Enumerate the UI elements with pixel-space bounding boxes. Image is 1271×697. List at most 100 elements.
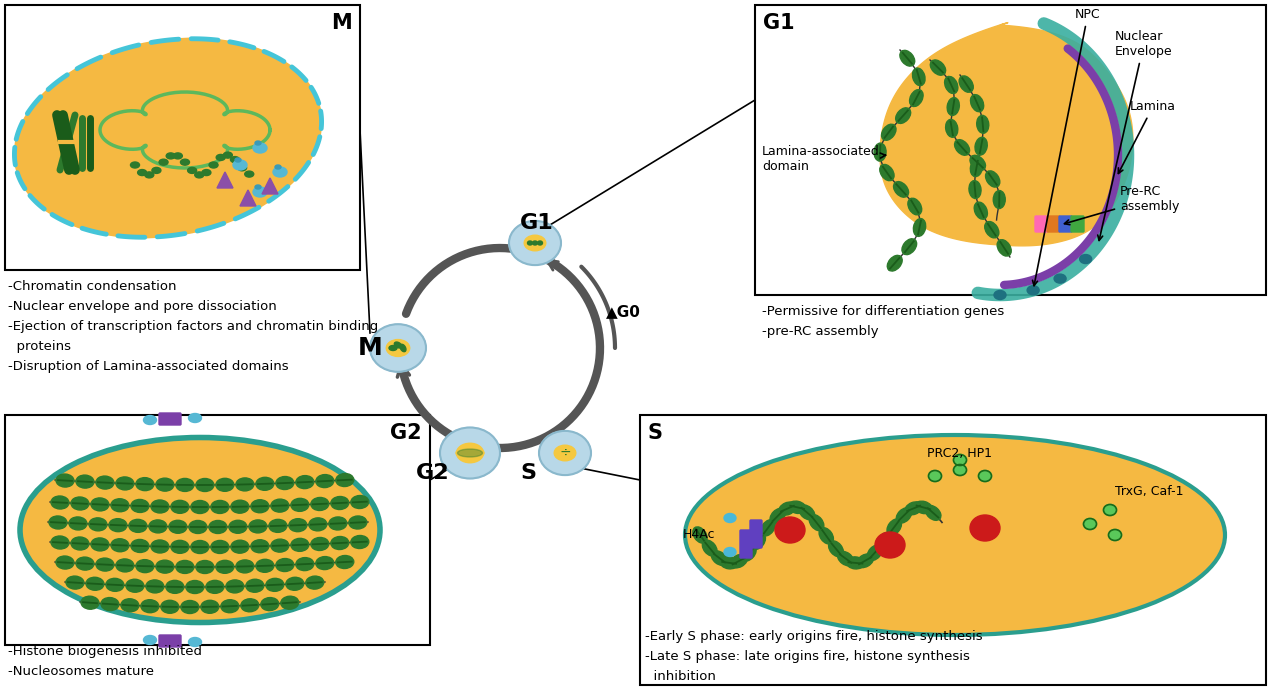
Ellipse shape xyxy=(524,235,545,251)
Text: M: M xyxy=(332,13,352,33)
Ellipse shape xyxy=(896,108,910,123)
Polygon shape xyxy=(240,190,255,206)
Ellipse shape xyxy=(389,346,397,351)
Ellipse shape xyxy=(291,538,309,551)
Ellipse shape xyxy=(960,76,974,92)
Ellipse shape xyxy=(89,518,107,531)
Ellipse shape xyxy=(128,519,147,533)
Ellipse shape xyxy=(149,520,167,533)
Ellipse shape xyxy=(144,415,156,424)
Ellipse shape xyxy=(857,554,873,567)
Ellipse shape xyxy=(985,222,999,238)
Ellipse shape xyxy=(71,497,89,510)
Ellipse shape xyxy=(276,558,294,572)
Ellipse shape xyxy=(56,474,74,487)
Ellipse shape xyxy=(76,557,94,570)
Ellipse shape xyxy=(458,449,483,457)
Ellipse shape xyxy=(111,499,128,512)
Ellipse shape xyxy=(51,496,69,509)
Ellipse shape xyxy=(141,599,159,613)
Text: Lamina-associated
domain: Lamina-associated domain xyxy=(763,145,886,173)
Ellipse shape xyxy=(151,540,169,553)
Ellipse shape xyxy=(188,167,197,174)
Ellipse shape xyxy=(975,137,988,155)
Ellipse shape xyxy=(770,508,785,523)
Ellipse shape xyxy=(970,515,1000,541)
Ellipse shape xyxy=(930,60,946,75)
Text: -Early S phase: early origins fire, histone synthesis: -Early S phase: early origins fire, hist… xyxy=(644,630,982,643)
Ellipse shape xyxy=(126,579,144,592)
Ellipse shape xyxy=(255,559,273,572)
Ellipse shape xyxy=(111,539,128,552)
Ellipse shape xyxy=(330,496,348,510)
Ellipse shape xyxy=(131,162,140,168)
FancyBboxPatch shape xyxy=(755,5,1266,295)
Ellipse shape xyxy=(271,539,289,552)
Text: Pre-RC
assembly: Pre-RC assembly xyxy=(1064,185,1179,224)
Ellipse shape xyxy=(233,160,247,170)
Ellipse shape xyxy=(974,202,988,220)
Ellipse shape xyxy=(976,115,989,133)
Ellipse shape xyxy=(291,498,309,512)
Ellipse shape xyxy=(95,558,114,571)
Ellipse shape xyxy=(146,580,164,593)
Text: inhibition: inhibition xyxy=(644,670,716,683)
Ellipse shape xyxy=(50,516,67,529)
Ellipse shape xyxy=(1027,286,1040,295)
Text: Lamina: Lamina xyxy=(1118,100,1176,174)
Ellipse shape xyxy=(971,95,984,112)
Ellipse shape xyxy=(216,560,234,574)
Ellipse shape xyxy=(953,454,966,466)
Ellipse shape xyxy=(170,500,189,513)
Ellipse shape xyxy=(81,596,99,609)
Ellipse shape xyxy=(238,164,247,171)
FancyBboxPatch shape xyxy=(5,415,430,645)
Ellipse shape xyxy=(311,537,329,551)
Ellipse shape xyxy=(703,540,717,556)
Polygon shape xyxy=(217,172,233,188)
Text: G2: G2 xyxy=(390,423,422,443)
FancyBboxPatch shape xyxy=(159,413,180,425)
Ellipse shape xyxy=(211,500,229,514)
Text: NPC: NPC xyxy=(1032,8,1101,286)
Ellipse shape xyxy=(779,502,796,515)
Ellipse shape xyxy=(351,535,369,549)
Ellipse shape xyxy=(249,520,267,533)
Text: -Disruption of Lamina-associated domains: -Disruption of Lamina-associated domains xyxy=(8,360,289,373)
Ellipse shape xyxy=(712,551,727,565)
Ellipse shape xyxy=(554,445,576,461)
Text: ▲G0: ▲G0 xyxy=(606,304,641,319)
Ellipse shape xyxy=(386,339,409,356)
Ellipse shape xyxy=(1054,274,1066,283)
Ellipse shape xyxy=(196,479,214,491)
Ellipse shape xyxy=(206,581,224,593)
Ellipse shape xyxy=(224,152,233,158)
Ellipse shape xyxy=(202,169,211,176)
Ellipse shape xyxy=(296,475,314,489)
Ellipse shape xyxy=(979,470,991,482)
Ellipse shape xyxy=(116,477,133,490)
Ellipse shape xyxy=(121,599,139,612)
Ellipse shape xyxy=(100,597,119,611)
Ellipse shape xyxy=(838,551,854,566)
FancyBboxPatch shape xyxy=(740,530,752,558)
Text: -Chromatin condensation: -Chromatin condensation xyxy=(8,280,177,293)
Ellipse shape xyxy=(255,185,261,189)
Ellipse shape xyxy=(175,560,194,574)
Text: -Histone biogenesis inhibited: -Histone biogenesis inhibited xyxy=(8,645,202,658)
Ellipse shape xyxy=(236,560,254,573)
Ellipse shape xyxy=(731,554,747,568)
Ellipse shape xyxy=(741,546,756,561)
Ellipse shape xyxy=(953,464,966,475)
Text: PRC2, HP1: PRC2, HP1 xyxy=(928,447,993,460)
Ellipse shape xyxy=(456,447,484,459)
Ellipse shape xyxy=(788,501,806,514)
Ellipse shape xyxy=(315,475,334,488)
Polygon shape xyxy=(880,22,1132,246)
Ellipse shape xyxy=(955,139,970,155)
Ellipse shape xyxy=(867,545,882,560)
Ellipse shape xyxy=(724,514,736,523)
Ellipse shape xyxy=(167,153,175,159)
Ellipse shape xyxy=(309,518,327,531)
Ellipse shape xyxy=(105,579,123,591)
